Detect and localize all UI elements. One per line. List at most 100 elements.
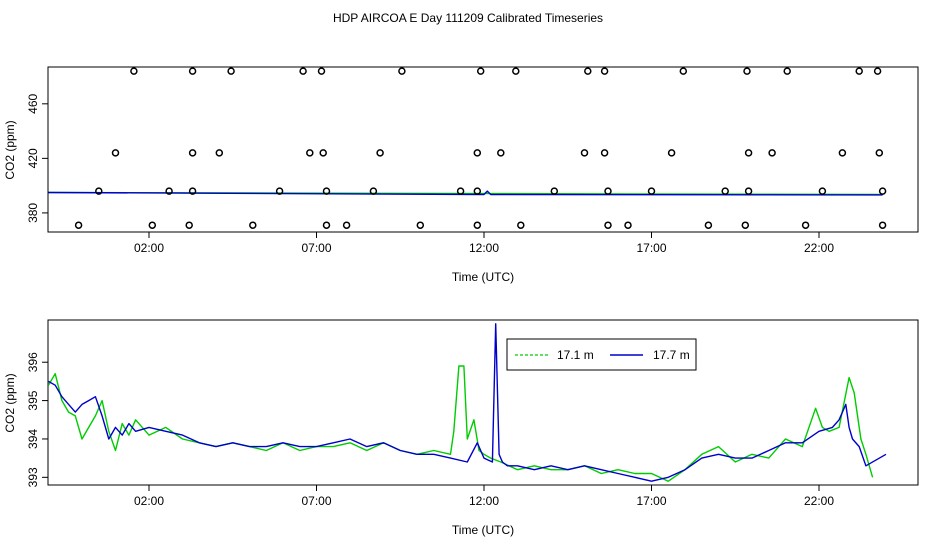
- top-point-30: [95, 187, 103, 195]
- top-point-29: [875, 149, 884, 157]
- bottom-x-axis: 02:00 07:00 12:00 17:00 22:00: [134, 485, 834, 508]
- top-point-40: [647, 187, 656, 195]
- top-x-tick-label-3: 17:00: [636, 241, 666, 255]
- top-panel: 02:00 07:00 12:00 17:00 22:00 380 420 460 Time…: [3, 66, 919, 284]
- bottom-panel: 02:00 07:00 12:00 17:00 22:00 393 394 395 396 T…: [3, 319, 919, 537]
- bottom-x-tick-label-3: 17:00: [636, 494, 666, 508]
- top-point-15: [111, 149, 120, 157]
- bottom-x-axis-label: Time (UTC): [452, 523, 514, 537]
- top-point-22: [497, 149, 505, 157]
- top-point-51: [416, 221, 425, 229]
- top-point-27: [768, 149, 776, 157]
- bottom-x-tick-label-2: 12:00: [469, 494, 499, 508]
- top-point-49: [322, 221, 331, 229]
- top-plot-frame: [47, 66, 919, 233]
- top-y-axis: 380 420 460: [26, 93, 48, 223]
- top-point-41: [721, 187, 729, 195]
- top-point-23: [580, 149, 589, 157]
- top-point-58: [801, 221, 810, 229]
- top-point-18: [306, 149, 314, 157]
- top-point-48: [249, 221, 257, 229]
- top-point-14: [873, 67, 882, 75]
- top-x-tick-label-1: 07:00: [301, 241, 331, 255]
- top-point-24: [600, 149, 609, 157]
- top-point-59: [878, 221, 887, 229]
- top-point-32: [188, 187, 197, 195]
- top-point-34: [322, 187, 331, 195]
- top-point-12: [783, 67, 791, 75]
- legend: 17.1 m 17.7 m: [506, 338, 697, 371]
- top-y-tick-label-1: 420: [26, 148, 40, 168]
- top-points-layer: [74, 67, 887, 229]
- top-point-33: [275, 187, 284, 195]
- top-point-4: [317, 67, 326, 75]
- bottom-y-axis: 393 394 395 396: [26, 352, 48, 487]
- top-point-36: [456, 187, 465, 195]
- top-point-54: [604, 221, 612, 229]
- top-point-56: [704, 221, 713, 229]
- bottom-x-tick-label-4: 22:00: [804, 494, 834, 508]
- top-point-47: [185, 221, 193, 229]
- top-point-9: [600, 67, 609, 75]
- top-point-43: [818, 187, 827, 195]
- legend-box: [506, 338, 697, 371]
- top-x-tick-label-2: 12:00: [469, 241, 499, 255]
- top-point-28: [838, 149, 847, 157]
- top-point-21: [473, 149, 482, 157]
- top-series-layer: [48, 190, 883, 196]
- top-point-5: [398, 67, 406, 75]
- bottom-y-tick-label-0: 393: [26, 467, 40, 487]
- bottom-series-line-1: [48, 323, 887, 482]
- top-point-11: [743, 67, 751, 75]
- top-point-10: [679, 67, 688, 75]
- top-y-axis-label: CO2 (ppm): [3, 120, 17, 179]
- top-point-3: [299, 67, 307, 75]
- bottom-y-tick-label-1: 394: [26, 429, 40, 449]
- bottom-y-tick-label-3: 396: [26, 352, 40, 372]
- top-point-52: [473, 221, 482, 229]
- top-point-44: [878, 187, 887, 195]
- top-x-axis: 02:00 07:00 12:00 17:00 22:00: [134, 232, 834, 255]
- top-x-tick-label-4: 22:00: [804, 241, 834, 255]
- top-point-19: [319, 149, 327, 157]
- bottom-plot-frame: [47, 319, 919, 486]
- top-series-line-1: [48, 190, 883, 196]
- bottom-y-axis-label: CO2 (ppm): [3, 373, 17, 432]
- top-y-tick-label-0: 380: [26, 203, 40, 223]
- legend-label-17-1m: 17.1 m: [557, 348, 594, 362]
- top-point-46: [148, 221, 157, 229]
- top-point-45: [74, 221, 83, 229]
- top-x-tick-label-0: 02:00: [134, 241, 164, 255]
- top-point-57: [741, 221, 750, 229]
- top-point-8: [584, 67, 592, 75]
- top-point-53: [517, 221, 525, 229]
- top-point-13: [855, 67, 863, 75]
- top-y-tick-label-2: 460: [26, 93, 40, 113]
- top-point-38: [550, 187, 559, 195]
- top-point-25: [667, 149, 676, 157]
- top-point-50: [342, 221, 351, 229]
- top-point-2: [227, 67, 235, 75]
- top-point-0: [130, 67, 138, 75]
- top-point-20: [376, 149, 384, 157]
- top-point-31: [165, 187, 173, 195]
- top-x-axis-label: Time (UTC): [452, 270, 514, 284]
- top-point-42: [744, 187, 753, 195]
- top-point-17: [215, 149, 224, 157]
- legend-label-17-7m: 17.7 m: [653, 348, 690, 362]
- bottom-x-tick-label-1: 07:00: [301, 494, 331, 508]
- bottom-series-line-0: [47, 365, 874, 482]
- top-point-7: [512, 67, 520, 75]
- top-point-16: [188, 149, 197, 157]
- top-point-35: [369, 187, 378, 195]
- bottom-series-layer: [47, 323, 887, 482]
- top-point-26: [744, 149, 753, 157]
- bottom-x-tick-label-0: 02:00: [134, 494, 164, 508]
- figure-title: HDP AIRCOA E Day 111209 Calibrated Times…: [333, 11, 603, 25]
- top-point-1: [188, 67, 197, 75]
- top-point-39: [604, 187, 612, 195]
- top-point-55: [624, 221, 632, 229]
- bottom-y-tick-label-2: 395: [26, 390, 40, 410]
- top-point-6: [476, 67, 485, 75]
